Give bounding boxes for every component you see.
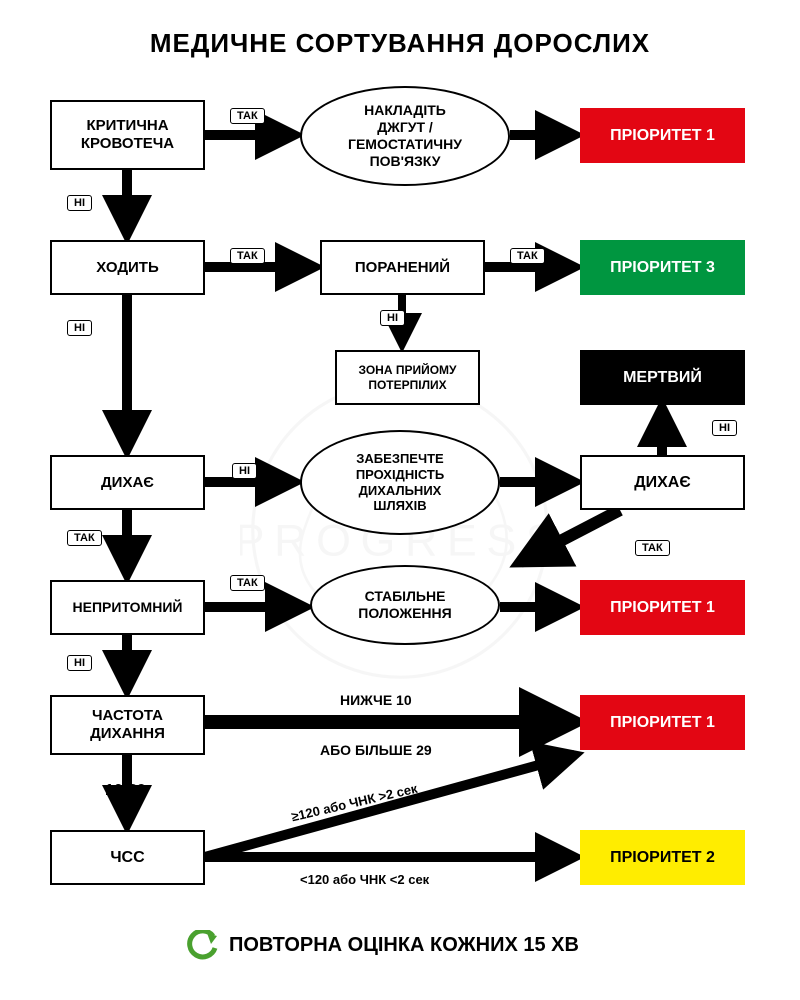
edge-label-e1: ТАК (230, 108, 265, 124)
node-n12: ЧСС (50, 830, 205, 885)
node-n5: ЗОНА ПРИЙОМУПОТЕРПІЛИХ (335, 350, 480, 405)
node-n3: ХОДИТЬ (50, 240, 205, 295)
free-label-f2: АБО БІЛЬШЕ 29 (320, 742, 432, 758)
arrow-17 (205, 755, 575, 857)
node-n10: СТАБІЛЬНЕПОЛОЖЕННЯ (310, 565, 500, 645)
free-label-f3: 10-29 (105, 782, 146, 800)
node-n11: ЧАСТОТАДИХАННЯ (50, 695, 205, 755)
arrow-11 (520, 510, 620, 562)
free-label-f5: <120 або ЧНК <2 сек (300, 872, 429, 887)
edge-label-e11: НІ (712, 420, 737, 436)
edge-label-e2: НІ (67, 195, 92, 211)
node-n9: НЕПРИТОМНИЙ (50, 580, 205, 635)
free-label-f4: ≥120 або ЧНК >2 сек (290, 781, 419, 825)
edge-label-e6: НІ (380, 310, 405, 326)
edge-label-e9: ТАК (230, 575, 265, 591)
priority-dead: МЕРТВИЙ (580, 350, 745, 405)
node-n1: КРИТИЧНАКРОВОТЕЧА (50, 100, 205, 170)
node-n8: ДИХАЄ (580, 455, 745, 510)
node-n4: ПОРАНЕНИЙ (320, 240, 485, 295)
node-n7: ЗАБЕЗПЕЧТЕПРОХІДНІСТЬДИХАЛЬНИХШЛЯХІВ (300, 430, 500, 535)
edge-label-e7: НІ (232, 463, 257, 479)
footer-reassess: ПОВТОРНА ОЦІНКА КОЖНИХ 15 ХВ (185, 930, 579, 960)
recycle-arrow-icon (185, 930, 219, 960)
edge-label-e4: ТАК (510, 248, 545, 264)
edge-label-e5: НІ (67, 320, 92, 336)
free-label-f1: НИЖЧЕ 10 (340, 692, 412, 708)
edge-label-e8: ТАК (67, 530, 102, 546)
edge-label-e12: ТАК (635, 540, 670, 556)
priority-p1c: ПРІОРИТЕТ 1 (580, 695, 745, 750)
priority-p1a: ПРІОРИТЕТ 1 (580, 108, 745, 163)
node-n6: ДИХАЄ (50, 455, 205, 510)
priority-p1b: ПРІОРИТЕТ 1 (580, 580, 745, 635)
priority-p2: ПРІОРИТЕТ 2 (580, 830, 745, 885)
edge-label-e10: НІ (67, 655, 92, 671)
edge-label-e3: ТАК (230, 248, 265, 264)
page-title: МЕДИЧНЕ СОРТУВАННЯ ДОРОСЛИХ (0, 28, 800, 59)
node-n2: НАКЛАДІТЬДЖГУТ /ГЕМОСТАТИЧНУПОВ'ЯЗКУ (300, 86, 510, 186)
priority-p3: ПРІОРИТЕТ 3 (580, 240, 745, 295)
footer-text: ПОВТОРНА ОЦІНКА КОЖНИХ 15 ХВ (229, 934, 579, 957)
